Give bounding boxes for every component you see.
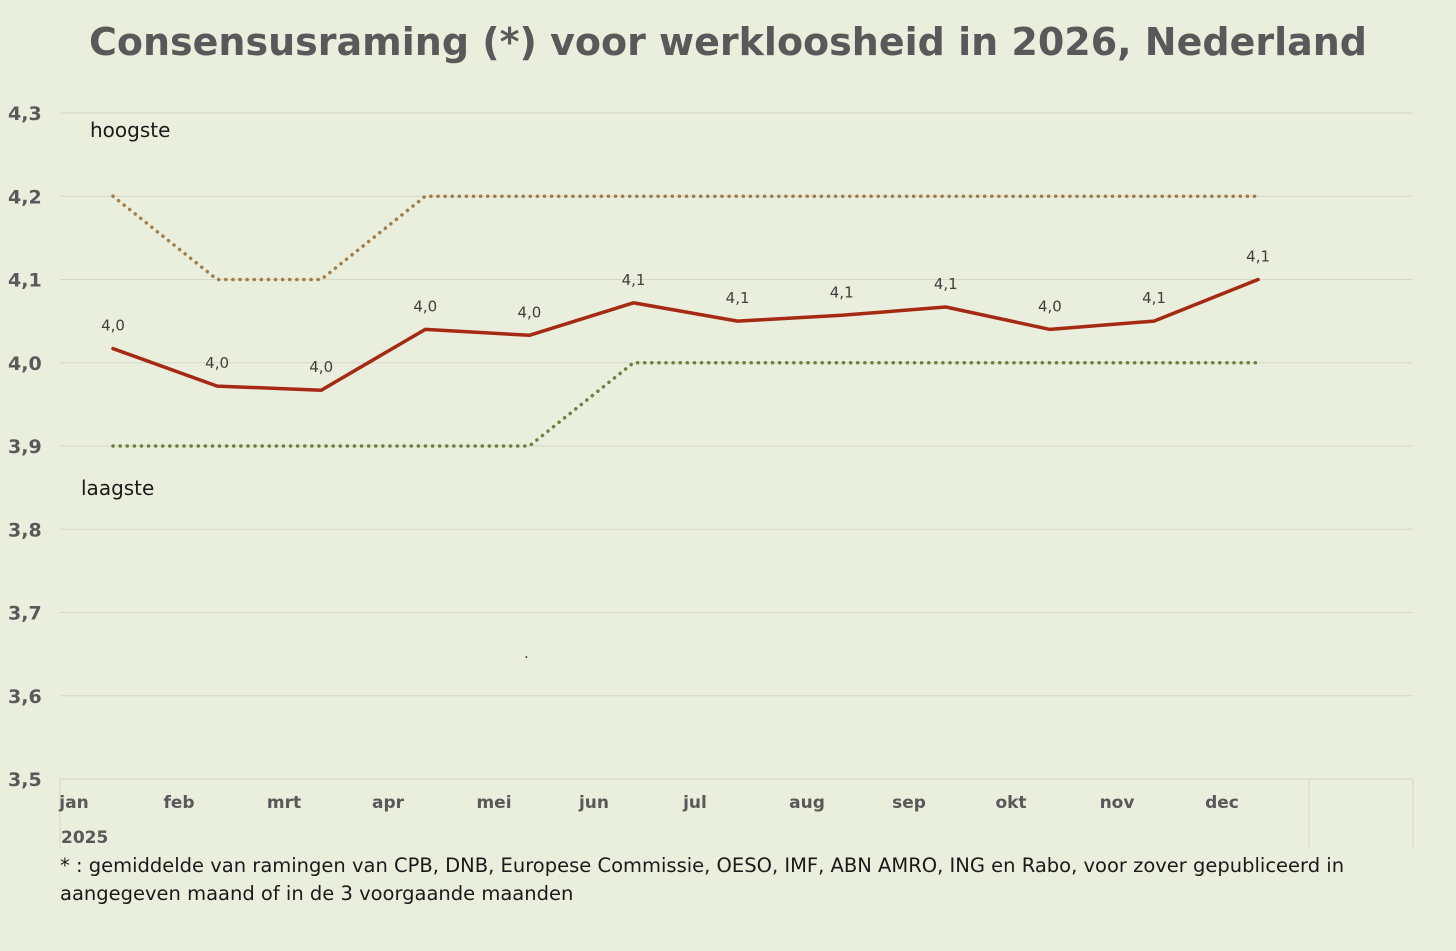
series-line-laagste — [111, 360, 1260, 448]
data-label: 4,0 — [205, 354, 229, 372]
data-label: 4,1 — [1246, 248, 1270, 266]
data-label: 4,0 — [309, 358, 333, 376]
y-tick-label: 4,0 — [8, 353, 42, 375]
label-hoogste: hoogste — [90, 118, 170, 142]
x-tick-label: nov — [1100, 793, 1135, 813]
x-tick-label: mei — [476, 793, 511, 813]
x-group-label: 2025 — [61, 828, 108, 848]
data-label: 4,1 — [622, 271, 646, 289]
y-axis: 3,5 3,6 3,7 3,8 3,9 4,0 4,1 4,2 4,3 — [8, 103, 42, 791]
y-tick-label: 3,8 — [8, 519, 42, 541]
y-tick-label: 3,7 — [8, 603, 42, 625]
x-tick-label: jan — [58, 793, 88, 813]
x-tick-label: feb — [163, 793, 194, 813]
x-tick-label: jun — [578, 793, 609, 813]
y-tick-label: 3,9 — [8, 436, 42, 458]
series-group — [111, 194, 1260, 448]
x-tick-label: sep — [892, 793, 926, 813]
x-tick-label: okt — [995, 793, 1026, 813]
y-tick-label: 3,5 — [8, 769, 42, 791]
data-label: 4,1 — [934, 275, 958, 293]
y-tick-label: 4,1 — [8, 270, 42, 292]
data-label: 4,0 — [413, 297, 437, 315]
data-label: 4,0 — [517, 303, 541, 321]
x-tick-label: mrt — [267, 793, 301, 813]
data-labels: 4,0 4,0 4,0 4,0 4,0 4,1 4,1 4,1 4,1 4,0 4,1 4,1 — [101, 248, 1270, 377]
data-label: 4,0 — [1038, 297, 1062, 315]
x-tick-label: dec — [1205, 793, 1239, 813]
x-axis: jan feb mrt apr mei jun jul aug sep okt nov dec 2025 — [58, 779, 1414, 848]
y-tick-label: 4,2 — [8, 186, 42, 208]
data-label: 4,1 — [1142, 289, 1166, 307]
footnote: * : gemiddelde van ramingen van CPB, DNB… — [60, 854, 1345, 905]
y-tick-label: 3,6 — [8, 686, 42, 708]
series-line-hoogste — [111, 194, 1260, 282]
data-label: 4,1 — [830, 283, 854, 301]
series-line-consensus — [111, 277, 1260, 392]
data-label: 4,0 — [101, 317, 125, 335]
x-tick-label: apr — [372, 793, 405, 813]
stray-mark: . — [524, 644, 529, 662]
y-tick-label: 4,3 — [8, 103, 42, 125]
chart-title: Consensusraming (*) voor werkloosheid in… — [89, 20, 1367, 64]
x-tick-label: aug — [789, 793, 825, 813]
x-tick-label: jul — [682, 793, 707, 813]
data-label: 4,1 — [726, 289, 750, 307]
label-laagste: laagste — [81, 476, 154, 500]
